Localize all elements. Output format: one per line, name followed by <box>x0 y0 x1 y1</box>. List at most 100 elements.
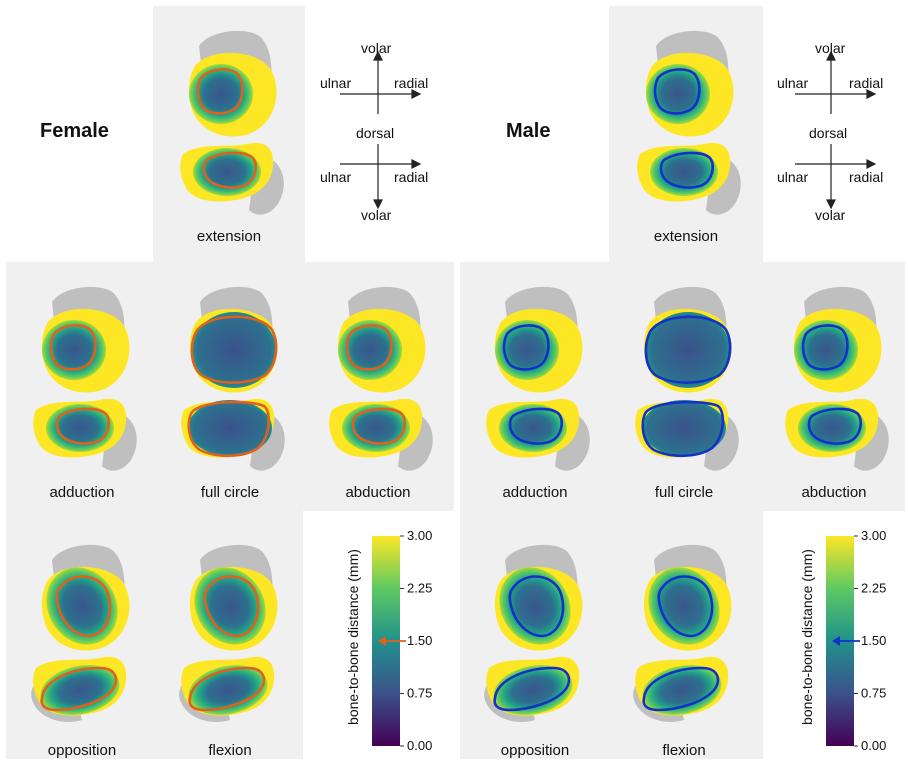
colorbar-label: bone-to-bone distance (mm) <box>345 549 361 725</box>
female-orientation-diagram: volar ulnar radial dorsal ulnar radial v… <box>320 40 428 223</box>
caption-adduction: adduction <box>49 484 115 501</box>
bone-rendering <box>785 286 889 471</box>
caption-extension: extension <box>653 228 719 245</box>
male-orient-radial-bottom: radial <box>849 169 883 185</box>
lower-contact-outline <box>641 400 725 458</box>
bone-rendering <box>180 30 284 215</box>
colorbar-tick-label: 1.50 <box>861 633 886 648</box>
caption-flexion: flexion <box>208 742 252 759</box>
male-orient-volar-bottom: volar <box>815 207 846 223</box>
caption-abduction: abduction <box>801 484 867 501</box>
upper-contact-region <box>194 567 266 645</box>
colorbar-tick-label: 0.00 <box>861 738 886 752</box>
upper-contact-region <box>648 567 720 645</box>
lower-contact-outline <box>40 666 118 712</box>
male-flexion-cell: flexion <box>614 540 754 759</box>
male-opposition-cell: opposition <box>465 540 605 759</box>
upper-contact-outline <box>345 324 393 371</box>
upper-contact-region <box>192 312 276 388</box>
lower-contact-region <box>188 400 272 456</box>
colorbar-tick-label: 0.75 <box>407 686 432 701</box>
upper-contact-outline <box>508 575 565 638</box>
female-abduction-cell: abduction <box>308 282 448 501</box>
bone-rendering <box>637 30 741 215</box>
female-flexion-cell: flexion <box>160 540 300 759</box>
upper-contact-outline <box>190 315 278 384</box>
colorbar-marker-arrow-icon <box>832 636 840 646</box>
lower-contact-outline <box>659 151 714 189</box>
female-orient-dorsal: dorsal <box>356 125 394 141</box>
lower-contact-outline <box>351 407 406 445</box>
lower-contact-outline <box>642 666 720 712</box>
lower-contact-outline <box>508 407 563 445</box>
male-title: Male <box>506 120 551 142</box>
male-orient-volar-top: volar <box>815 40 846 56</box>
lower-contact-outline <box>202 151 257 189</box>
male-full-circle-cell: full circle <box>614 282 754 501</box>
colorbar-tick-label: 3.00 <box>861 528 886 543</box>
caption-opposition: opposition <box>47 742 117 759</box>
lower-contact-region <box>193 148 261 196</box>
upper-contact-outline <box>644 315 732 384</box>
male-orient-ulnar-top: ulnar <box>777 75 808 91</box>
lower-contact-outline <box>188 666 266 712</box>
male-extension-cell: extension <box>616 26 756 245</box>
caption-flexion: flexion <box>662 742 706 759</box>
upper-contact-outline <box>653 68 701 115</box>
male-colorbar: bone-to-bone distance (mm) 3.00 2.25 1.50 0… <box>799 528 886 752</box>
upper-contact-region <box>646 312 730 388</box>
bone-rendering <box>486 286 590 471</box>
female-orient-radial-bottom: radial <box>394 169 428 185</box>
bone-rendering <box>179 544 278 722</box>
male-orient-dorsal: dorsal <box>809 125 847 141</box>
female-full-circle-cell: full circle <box>160 282 300 501</box>
upper-contact-outline <box>196 68 244 115</box>
male-orient-radial-top: radial <box>849 75 883 91</box>
caption-full-circle: full circle <box>654 484 714 501</box>
lower-contact-outline <box>493 666 571 712</box>
female-opposition-cell: opposition <box>12 540 152 759</box>
female-orient-ulnar-top: ulnar <box>320 75 351 91</box>
upper-contact-outline <box>203 575 260 638</box>
female-orient-volar-top: volar <box>361 40 392 56</box>
upper-contact-region <box>46 567 118 645</box>
bone-rendering <box>635 286 739 471</box>
bone-rendering <box>484 544 583 722</box>
lower-contact-region <box>499 404 567 452</box>
female-orient-ulnar-bottom: ulnar <box>320 169 351 185</box>
female-adduction-cell: adduction <box>12 282 152 501</box>
lower-contact-outline <box>807 407 862 445</box>
male-abduction-cell: abduction <box>764 282 904 501</box>
upper-contact-outline <box>55 575 112 638</box>
lower-contact-region <box>342 404 410 452</box>
caption-opposition: opposition <box>500 742 570 759</box>
bone-rendering <box>633 544 732 722</box>
lower-contact-region <box>798 404 866 452</box>
female-title: Female <box>40 120 109 142</box>
caption-full-circle: full circle <box>200 484 260 501</box>
colorbar-tick-label: 1.50 <box>407 633 432 648</box>
upper-contact-outline <box>502 324 550 371</box>
colorbar-tick-label: 2.25 <box>861 581 886 596</box>
caption-extension: extension <box>196 228 262 245</box>
bone-rendering <box>33 286 137 471</box>
upper-contact-outline <box>49 324 97 371</box>
caption-abduction: abduction <box>345 484 411 501</box>
lower-contact-outline <box>187 400 271 458</box>
colorbar-label: bone-to-bone distance (mm) <box>799 549 815 725</box>
colorbar-tick-label: 0.00 <box>407 738 432 752</box>
upper-contact-outline <box>657 575 714 638</box>
colorbar-tick-label: 3.00 <box>407 528 432 543</box>
lower-contact-region <box>642 400 726 456</box>
bone-rendering <box>181 286 285 471</box>
colorbar-tick-label: 0.75 <box>861 686 886 701</box>
lower-contact-region <box>46 404 114 452</box>
female-colorbar: bone-to-bone distance (mm) 3.00 2.25 1.50 0… <box>345 528 432 752</box>
bone-rendering <box>31 544 130 722</box>
female-orient-volar-bottom: volar <box>361 207 392 223</box>
bone-rendering <box>329 286 433 471</box>
colorbar-tick-label: 2.25 <box>407 581 432 596</box>
upper-contact-region <box>499 567 571 645</box>
male-adduction-cell: adduction <box>465 282 605 501</box>
caption-adduction: adduction <box>502 484 568 501</box>
